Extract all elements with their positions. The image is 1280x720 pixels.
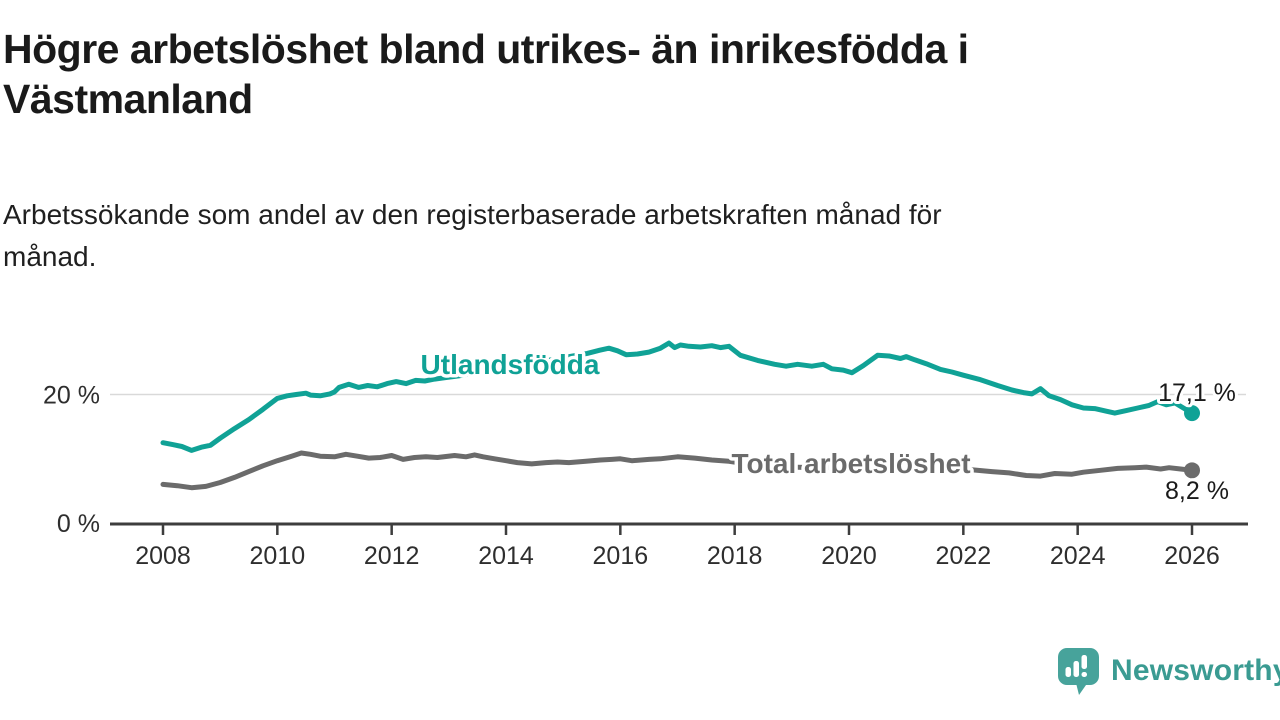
- y-tick-label-0: 0 %: [57, 510, 100, 538]
- series-label-total-arbetsloshet: Total arbetslöshet: [731, 448, 970, 479]
- end-value-label-utlandsfodda: 17,1 %: [1158, 379, 1236, 407]
- x-tick-label-2026: 2026: [1164, 542, 1220, 570]
- end-value-label-total-arbetsloshet: 8,2 %: [1165, 477, 1229, 505]
- logo-exclamation-dot: [1081, 672, 1087, 677]
- y-tick-label-20: 20 %: [43, 382, 100, 410]
- x-tick-label-2012: 2012: [364, 542, 420, 570]
- newsworthy-logo-text: Newsworthy: [1111, 654, 1280, 687]
- logo-exclamation-bar: [1081, 655, 1087, 669]
- x-tick-label-2020: 2020: [821, 542, 877, 570]
- series-line-total-arbetsloshet: [160, 450, 1195, 491]
- logo-bar-tall: [1073, 661, 1079, 677]
- newsworthy-logo: Newsworthy: [1056, 646, 1280, 696]
- x-tick-label-2016: 2016: [593, 542, 649, 570]
- x-tick-label-2010: 2010: [250, 542, 306, 570]
- chart-subtitle-line-1: Arbetssökande som andel av den registerb…: [3, 199, 942, 230]
- chart-title: Högre arbetslöshet bland utrikes- än inr…: [3, 24, 969, 124]
- end-dot-utlandsfodda: [1184, 405, 1201, 422]
- series-label-utlandsfodda: Utlandsfödda: [421, 349, 600, 380]
- chart-title-line-2: Västmanland: [3, 76, 253, 122]
- end-dot-total-arbetsloshet: [1184, 462, 1201, 479]
- chart-subtitle-line-2: månad.: [3, 241, 97, 272]
- newsworthy-speech-bubble-icon: [1058, 648, 1099, 695]
- x-tick-label-2008: 2008: [135, 542, 191, 570]
- logo-bar-short: [1065, 667, 1071, 677]
- chart-subtitle: Arbetssökande som andel av den registerb…: [3, 194, 942, 278]
- series-line-utlandsfodda: [160, 340, 1195, 453]
- x-tick-label-2014: 2014: [478, 542, 534, 570]
- x-tick-label-2024: 2024: [1050, 542, 1106, 570]
- x-tick-label-2022: 2022: [936, 542, 992, 570]
- x-tick-label-2018: 2018: [707, 542, 763, 570]
- chart-title-line-1: Högre arbetslöshet bland utrikes- än inr…: [3, 26, 969, 72]
